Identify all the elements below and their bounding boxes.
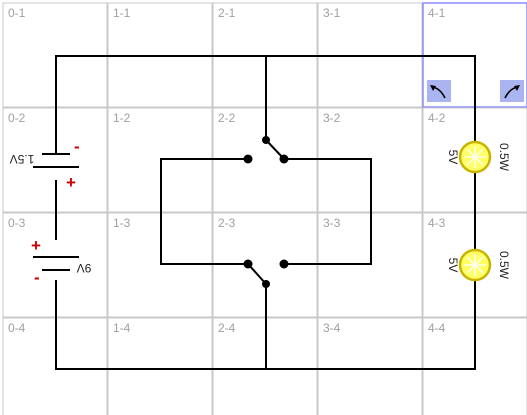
- battery-9v[interactable]: 9V + -: [31, 236, 91, 287]
- cell-label: 4-1: [428, 6, 446, 20]
- cell-label: 3-4: [323, 321, 341, 335]
- wire-middle-left[interactable]: [160, 158, 248, 265]
- bulb-power: 0.5W: [497, 251, 511, 280]
- bulb-4-2[interactable]: 5V 0.5W: [446, 140, 511, 174]
- cell-label: 1-4: [113, 321, 131, 335]
- switch-contact: [262, 280, 270, 288]
- switch-2-3[interactable]: [243, 259, 289, 289]
- cell-label: 1-1: [113, 6, 131, 20]
- cell-labels: 0-1 1-1 2-1 3-1 4-1 0-2 1-2 2-2 3-2 4-2 …: [8, 6, 446, 335]
- plus-sign: +: [31, 236, 41, 255]
- minus-sign: -: [74, 137, 80, 156]
- cell-label: 2-1: [218, 6, 236, 20]
- cell-label: 2-4: [218, 321, 236, 335]
- battery-label: 1.5V: [10, 152, 35, 166]
- cell-label: 2-3: [218, 216, 236, 230]
- bulb-4-3[interactable]: 5V 0.5W: [446, 248, 511, 282]
- cell-label: 4-4: [428, 321, 446, 335]
- battery-label: 9V: [77, 261, 92, 275]
- switch-contact: [279, 259, 289, 269]
- cell-label: 1-2: [113, 111, 131, 125]
- bulb-voltage: 5V: [446, 150, 460, 165]
- rotate-right-button[interactable]: [500, 80, 524, 102]
- switch-contact: [262, 136, 270, 144]
- switch-2-2[interactable]: [243, 136, 289, 164]
- cell-label: 0-3: [8, 216, 26, 230]
- switch-contact: [243, 154, 253, 164]
- grid-cell[interactable]: [107, 317, 213, 415]
- rotate-left-button[interactable]: [427, 80, 451, 102]
- switch-contact: [279, 154, 289, 164]
- cell-label: 0-1: [8, 6, 26, 20]
- cell-label: 4-2: [428, 111, 446, 125]
- cell-label: 1-3: [113, 216, 131, 230]
- bulb-power: 0.5W: [497, 143, 511, 172]
- cell-label: 3-1: [323, 6, 341, 20]
- cell-label: 0-2: [8, 111, 26, 125]
- cell-label: 0-4: [8, 321, 26, 335]
- cell-label: 3-2: [323, 111, 341, 125]
- grid-cell[interactable]: [317, 317, 423, 415]
- wire-middle-right[interactable]: [284, 158, 372, 265]
- cell-label: 4-3: [428, 216, 446, 230]
- wires: [55, 55, 476, 370]
- switch-contact: [243, 259, 253, 269]
- minus-sign: -: [34, 268, 40, 287]
- cell-label: 2-2: [218, 111, 236, 125]
- battery-1-5v[interactable]: 1.5V - +: [10, 137, 80, 192]
- plus-sign: +: [66, 173, 76, 192]
- bulb-voltage: 5V: [446, 258, 460, 273]
- cell-label: 3-3: [323, 216, 341, 230]
